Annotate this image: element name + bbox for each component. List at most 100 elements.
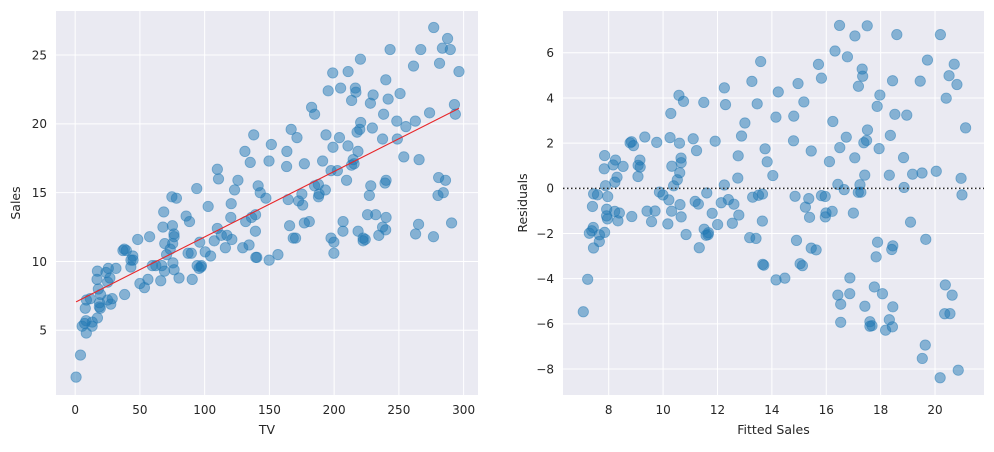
data-point bbox=[673, 137, 686, 149]
data-point bbox=[664, 132, 676, 144]
x-tick-labels: 8 10 12 14 16 18 20 bbox=[605, 403, 943, 417]
data-point bbox=[180, 210, 192, 222]
data-point bbox=[248, 129, 260, 141]
data-point bbox=[587, 221, 599, 234]
data-point bbox=[849, 30, 861, 42]
data-point bbox=[832, 289, 844, 301]
data-point bbox=[337, 225, 349, 237]
data-point bbox=[582, 273, 594, 285]
data-point bbox=[934, 29, 946, 41]
y-tick-label: −8 bbox=[536, 362, 554, 376]
data-point bbox=[919, 339, 931, 351]
data-point bbox=[788, 110, 800, 122]
x-tick-label: 8 bbox=[605, 403, 613, 417]
data-point bbox=[155, 275, 167, 287]
data-point bbox=[889, 108, 901, 120]
x-tick-label: 50 bbox=[132, 403, 147, 417]
plot-area bbox=[563, 11, 984, 395]
data-point bbox=[158, 265, 171, 277]
data-point bbox=[951, 78, 963, 91]
data-point bbox=[142, 273, 154, 285]
data-point bbox=[313, 188, 325, 200]
data-point bbox=[337, 215, 349, 228]
data-point bbox=[380, 74, 392, 86]
data-point bbox=[898, 181, 910, 194]
data-point bbox=[706, 207, 718, 219]
data-point bbox=[627, 140, 640, 152]
data-point bbox=[340, 174, 353, 186]
data-point bbox=[428, 21, 440, 34]
data-point bbox=[366, 122, 378, 134]
data-point bbox=[855, 186, 867, 198]
data-point bbox=[891, 28, 903, 41]
data-point bbox=[718, 82, 730, 94]
data-point bbox=[263, 254, 275, 266]
data-point bbox=[376, 133, 389, 145]
data-point bbox=[291, 132, 303, 144]
data-point bbox=[292, 195, 305, 207]
data-point bbox=[91, 273, 103, 285]
data-point bbox=[167, 257, 179, 269]
data-point bbox=[859, 169, 871, 181]
data-point bbox=[944, 308, 956, 320]
data-point bbox=[317, 155, 329, 167]
x-tick-label: 200 bbox=[323, 403, 346, 417]
data-point bbox=[675, 152, 687, 164]
data-point bbox=[798, 96, 810, 108]
data-point bbox=[221, 229, 233, 241]
data-point bbox=[861, 124, 874, 136]
data-point bbox=[871, 100, 883, 112]
data-point bbox=[609, 154, 622, 166]
data-point bbox=[437, 187, 449, 199]
y-tick-label: 25 bbox=[32, 48, 47, 62]
data-point bbox=[844, 288, 856, 300]
data-point bbox=[263, 155, 275, 167]
data-point bbox=[790, 234, 803, 246]
data-point bbox=[158, 206, 170, 218]
data-point bbox=[719, 99, 732, 111]
data-point bbox=[413, 154, 425, 166]
data-point bbox=[617, 160, 629, 173]
y-axis-label: Sales bbox=[8, 186, 23, 219]
data-point bbox=[960, 122, 972, 134]
data-point bbox=[873, 143, 885, 155]
data-point bbox=[812, 58, 825, 70]
data-point bbox=[757, 258, 769, 270]
data-point bbox=[212, 173, 225, 185]
data-point bbox=[876, 288, 889, 300]
data-point bbox=[325, 232, 337, 244]
data-point bbox=[354, 53, 367, 65]
data-point bbox=[144, 231, 156, 243]
data-point bbox=[281, 160, 293, 173]
data-point bbox=[789, 190, 801, 202]
data-point bbox=[320, 129, 332, 141]
data-point bbox=[761, 156, 773, 168]
data-point bbox=[857, 70, 869, 82]
data-point bbox=[690, 145, 703, 157]
data-point bbox=[74, 349, 87, 361]
data-point bbox=[244, 156, 256, 168]
data-point bbox=[191, 182, 203, 195]
data-point bbox=[328, 247, 340, 259]
data-point bbox=[409, 115, 421, 127]
data-point bbox=[832, 178, 844, 190]
data-point bbox=[870, 251, 882, 263]
data-point bbox=[80, 315, 92, 327]
data-point bbox=[820, 207, 832, 219]
gridlines bbox=[563, 11, 984, 395]
data-point bbox=[219, 242, 231, 254]
data-point bbox=[119, 288, 131, 301]
data-point bbox=[904, 216, 917, 228]
y-tick-label: 2 bbox=[546, 136, 554, 150]
data-point bbox=[445, 217, 458, 229]
y-tick-label: 6 bbox=[546, 46, 554, 60]
data-point bbox=[333, 132, 346, 144]
data-point bbox=[712, 218, 724, 231]
data-point bbox=[352, 145, 364, 157]
data-point bbox=[157, 221, 169, 233]
data-point bbox=[132, 233, 144, 246]
data-point bbox=[182, 247, 194, 259]
data-point bbox=[819, 190, 831, 203]
data-point bbox=[772, 86, 784, 98]
data-point bbox=[779, 272, 791, 284]
